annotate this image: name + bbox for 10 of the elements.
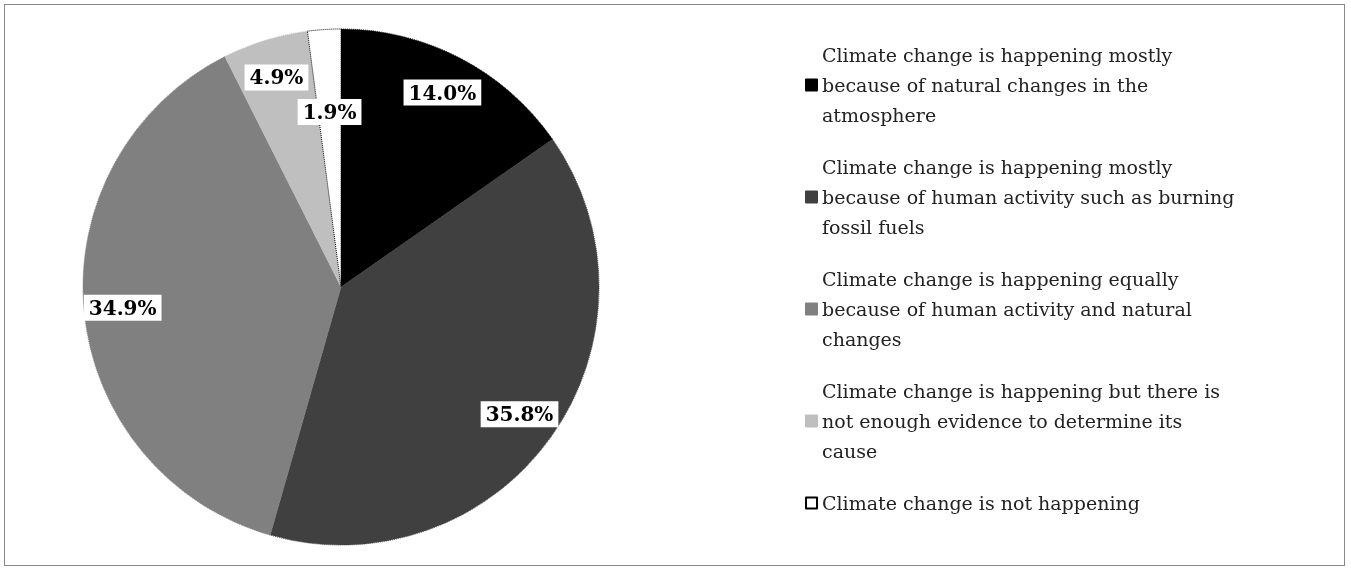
legend-label: Climate change is happening equally because of human activity and natural changes — [822, 268, 1198, 350]
data-label: 34.9% — [88, 295, 157, 320]
legend-label: Climate change is happening mostly because of natural changes in the atmosphere — [822, 44, 1179, 126]
data-label: 1.9% — [302, 99, 357, 124]
legend-label: Climate change is happening but there is not enough evidence to determine its cause — [822, 380, 1227, 462]
legend-label: Climate change is not happening — [822, 492, 1140, 514]
data-label: 14.0% — [408, 80, 477, 105]
data-label: 35.8% — [485, 402, 554, 427]
legend-label: Climate change is happening mostly because of human activity such as burning fossil fuels — [822, 156, 1241, 238]
data-label: 4.9% — [249, 65, 304, 90]
